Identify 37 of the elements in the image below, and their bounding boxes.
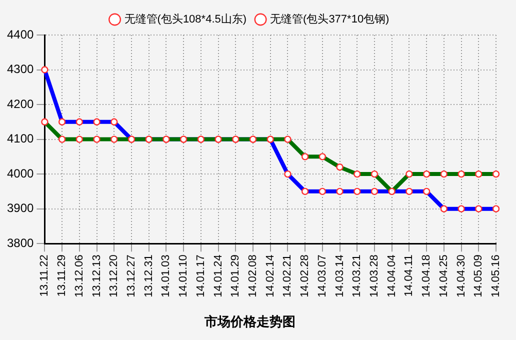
x-tick-label: 13.11.29	[56, 254, 68, 297]
legend-label: 无缝管(包头377*10包钢)	[270, 12, 390, 26]
x-tick-label: 13.12.06	[73, 254, 86, 298]
text: 市场价格走势图	[204, 314, 296, 329]
y-tick-label: 4000	[6, 166, 34, 180]
x-tick-label: 14.02.14	[264, 254, 276, 298]
x-tick-label: 14.01.03	[160, 254, 172, 298]
x-tick-label: 14.05.09	[472, 254, 485, 298]
y-tick-label: 4400	[6, 27, 34, 42]
y-tick-label: 3900	[6, 201, 34, 216]
x-tick-label: 14.03.21	[351, 254, 364, 298]
x-tick-label: 14.01.24	[212, 254, 224, 298]
x-tick-label: 13.12.20	[108, 254, 120, 298]
x-tick-label: 14.04.11	[403, 254, 416, 297]
x-tick-label: 14.03.07	[316, 254, 328, 298]
y-tick-label: 3800	[6, 236, 34, 250]
x-tick-label: 14.03.28	[368, 254, 381, 298]
x-tick-label: 14.04.30	[455, 254, 468, 298]
x-tick-label: 14.02.08	[247, 254, 260, 298]
x-tick-label: 14.04.04	[386, 254, 398, 298]
x-tick-label: 14.02.21	[282, 254, 294, 298]
legend-label: 无缝管(包头108*4.5山东)	[124, 12, 247, 26]
x-tick-label: 14.04.25	[438, 254, 450, 298]
x-tick-label: 14.03.14	[334, 254, 346, 298]
y-tick-label: 4200	[6, 96, 34, 111]
x-tick-label: 14.01.17	[194, 254, 207, 298]
x-tick-label: 13.12.27	[126, 254, 138, 298]
x-tick-label: 13.11.22	[38, 254, 51, 297]
y-tick-label: 4300	[6, 62, 34, 76]
x-tick-label: 14.04.18	[420, 254, 433, 298]
x-tick-label: 13.12.13	[90, 254, 103, 298]
x-tick-label: 14.05.16	[490, 254, 502, 298]
x-tick-label: 14.01.10	[178, 254, 190, 298]
x-tick-label: 13.12.31	[142, 254, 155, 298]
x-tick-label: 14.02.28	[299, 254, 312, 298]
y-tick-label: 4100	[6, 132, 34, 146]
x-tick-label: 14.01.29	[230, 254, 242, 298]
